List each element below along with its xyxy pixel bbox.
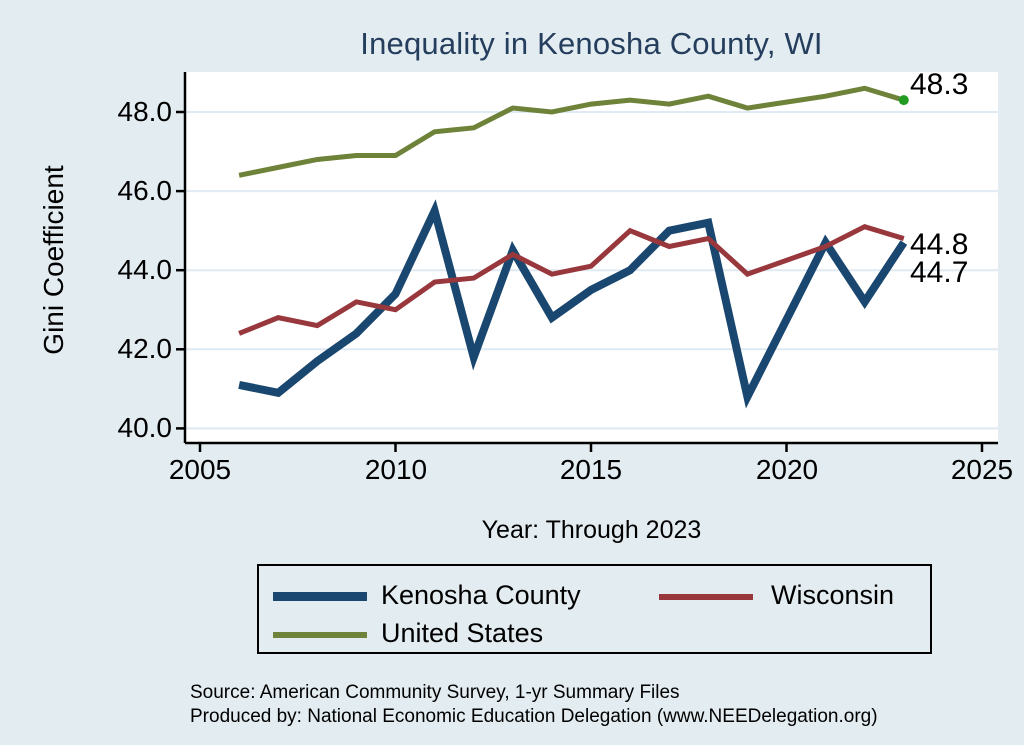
series-line-wisconsin <box>238 224 905 336</box>
legend-label-wisconsin: Wisconsin <box>771 580 895 610</box>
end-label-kenosha-county: 44.7 <box>910 256 969 289</box>
y-tick-label-46: 46.0 <box>117 175 173 206</box>
y-tick-label-48: 48.0 <box>117 96 173 127</box>
x-tick-label-2020: 2020 <box>755 454 819 485</box>
legend-swatch-united-states <box>273 632 367 638</box>
y-tick-label-42: 42.0 <box>117 333 173 364</box>
series-line-united-states <box>238 85 905 178</box>
legend-swatch-kenosha-county <box>273 592 367 601</box>
legend-swatch-wisconsin <box>659 594 753 600</box>
legend-box: Kenosha County Wisconsin United States <box>257 564 932 654</box>
source-text: Source: American Community Survey, 1-yr … <box>190 682 680 703</box>
series-line-kenosha-county <box>238 199 908 409</box>
x-axis-title: Year: Through 2023 <box>481 516 702 544</box>
x-tick-label-2005: 2005 <box>168 454 232 485</box>
chart-title: Inequality in Kenosha County, WI <box>360 26 823 61</box>
plot-background <box>185 72 998 443</box>
x-tick-label-2010: 2010 <box>364 454 428 485</box>
legend-label-kenosha-county: Kenosha County <box>381 580 581 610</box>
y-tick-label-44: 44.0 <box>117 254 173 285</box>
end-label-wisconsin: 44.8 <box>910 228 969 261</box>
legend-label-united-states: United States <box>381 618 544 648</box>
x-tick-label-2015: 2015 <box>559 454 623 485</box>
end-label-united-states: 48.3 <box>910 68 969 101</box>
produced-by-text: Produced by: National Economic Education… <box>190 706 878 727</box>
y-tick-label-40: 40.0 <box>117 412 173 443</box>
x-tick-label-2025: 2025 <box>950 454 1014 485</box>
end-point-dot-united-states <box>898 95 909 106</box>
